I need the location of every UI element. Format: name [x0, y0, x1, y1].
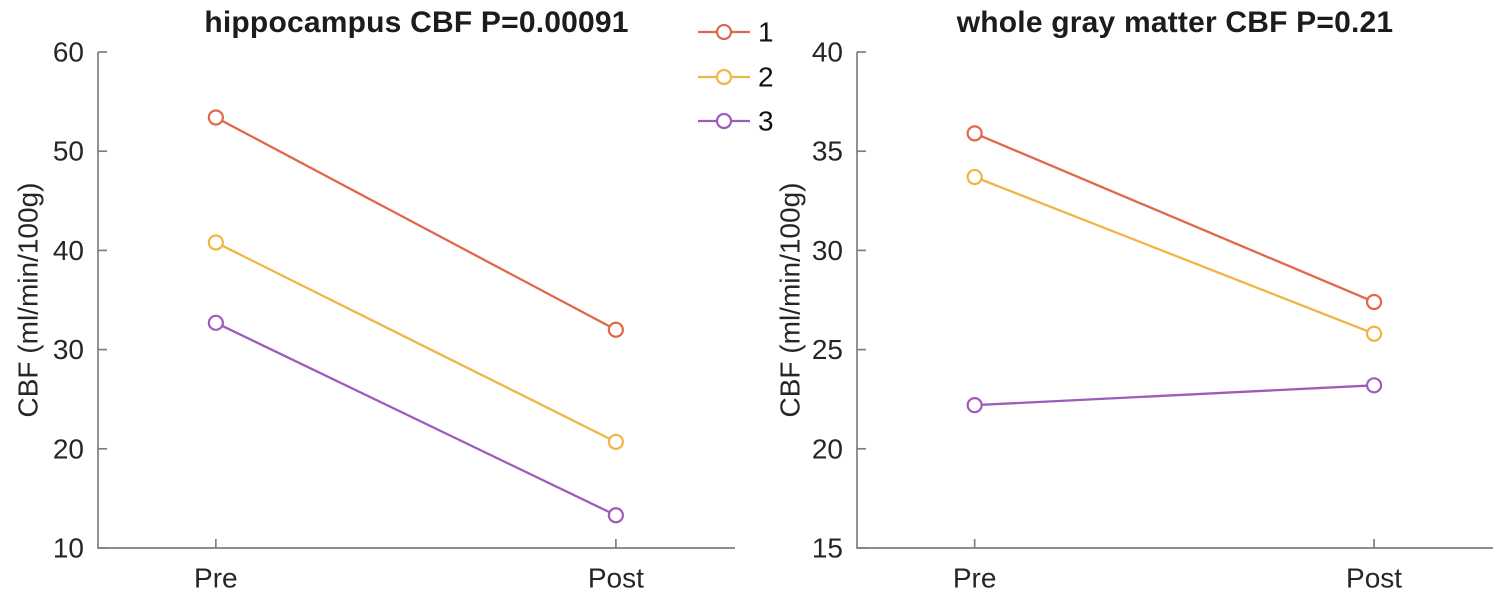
x-tick-label: Pre — [953, 563, 997, 594]
series-line-1 — [215, 116, 617, 331]
x-tick-label: Pre — [194, 563, 238, 594]
data-marker-series-1 — [966, 125, 983, 142]
data-marker-series-1 — [607, 321, 624, 338]
data-marker-series-2 — [1365, 325, 1383, 342]
data-marker-series-3 — [607, 507, 624, 524]
y-tick-label: 50 — [53, 136, 84, 167]
y-tick-label: 40 — [53, 235, 84, 266]
y-tick-label: 20 — [812, 433, 843, 464]
left-chart-title: hippocampus CBF P=0.00091 — [204, 6, 629, 39]
y-tick-label: 60 — [53, 37, 84, 68]
data-marker-series-3 — [966, 397, 983, 414]
series-line-2 — [974, 175, 1375, 335]
right-chart-title: whole gray matter CBF P=0.21 — [956, 6, 1394, 39]
axes-spines — [97, 52, 735, 549]
series-line-3 — [974, 384, 1375, 407]
legend-label: 3 — [758, 106, 774, 137]
right-panel: 15 20 25 30 35 40 Pre Post CBF (ml/min/100g) — [775, 37, 1493, 594]
series-line-3 — [215, 321, 617, 517]
x-tick-label: Post — [588, 563, 644, 594]
y-tick-label: 35 — [812, 136, 843, 167]
y-tick-label: 40 — [812, 37, 843, 68]
legend-marker — [715, 23, 733, 41]
data-marker-series-1 — [1365, 293, 1383, 311]
y-tick-label: 25 — [812, 334, 843, 365]
legend-label: 2 — [758, 62, 774, 93]
x-tick-label: Post — [1346, 563, 1402, 594]
axes-spines — [856, 52, 1493, 549]
legend: 1 2 3 — [698, 17, 774, 137]
y-tick-label: 30 — [53, 334, 84, 365]
data-marker-series-2 — [207, 234, 224, 251]
data-marker-series-3 — [207, 314, 224, 331]
y-tick-label: 10 — [53, 533, 84, 564]
series-line-2 — [215, 241, 617, 443]
legend-label: 1 — [758, 17, 774, 48]
legend-marker — [715, 112, 733, 130]
y-tick-label: 15 — [812, 533, 843, 564]
y-axis-label: CBF (ml/min/100g) — [13, 183, 44, 418]
data-marker-series-2 — [966, 168, 983, 186]
y-tick-label: 20 — [53, 433, 84, 464]
y-axis-label: CBF (ml/min/100g) — [775, 183, 806, 418]
data-marker-series-3 — [1365, 377, 1383, 394]
legend-marker — [715, 68, 733, 86]
y-tick-label: 30 — [812, 235, 843, 266]
series-line-1 — [974, 132, 1375, 304]
data-marker-series-2 — [607, 433, 624, 450]
left-panel: 10 20 30 40 50 60 Pre Post CBF (ml/min/100g) — [13, 37, 735, 594]
data-marker-series-1 — [207, 109, 224, 126]
